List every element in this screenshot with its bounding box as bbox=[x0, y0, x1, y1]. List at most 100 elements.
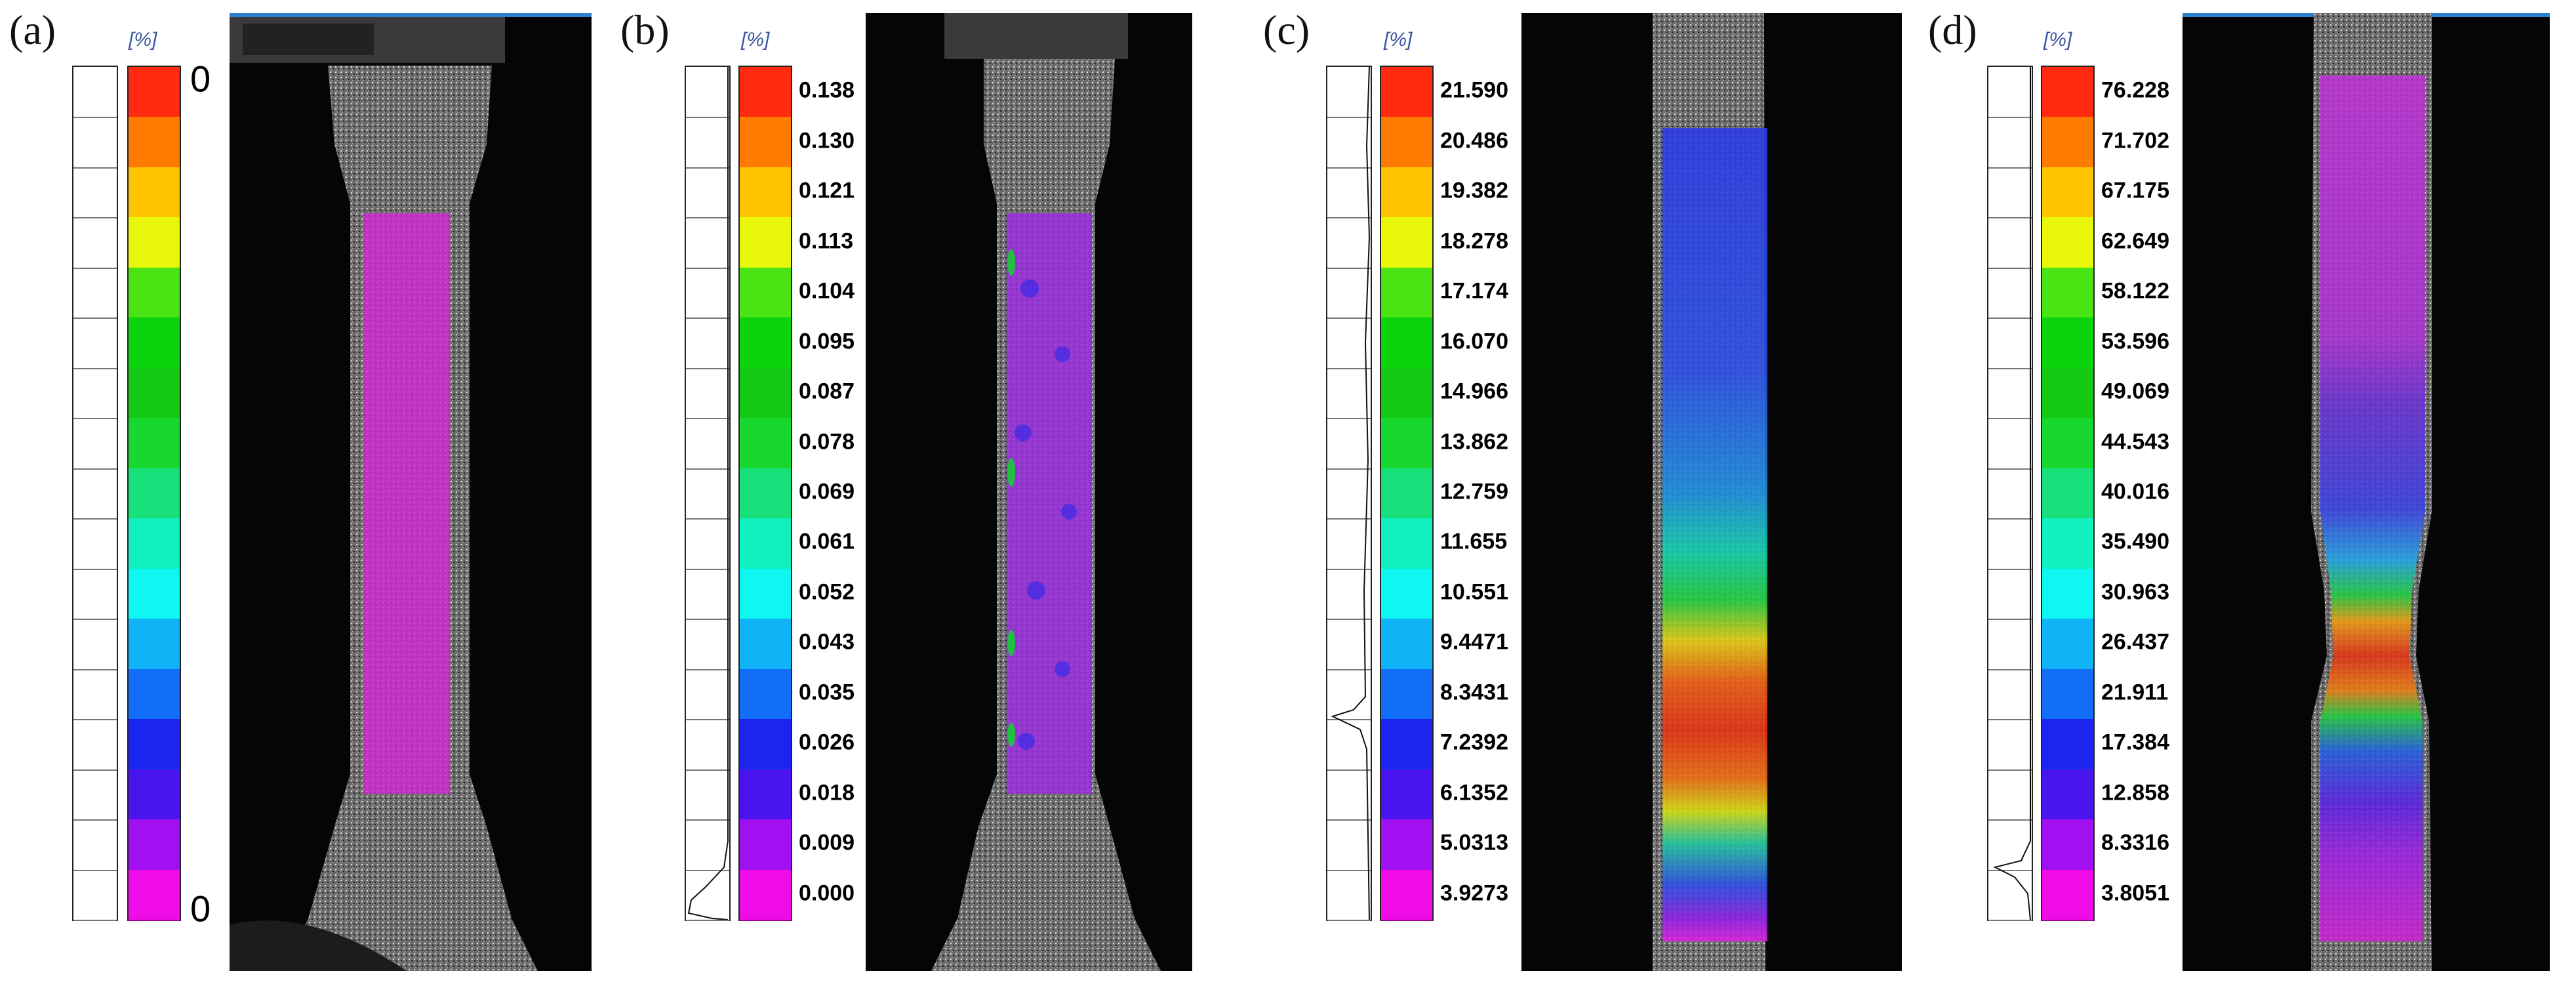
histogram-bin bbox=[73, 719, 117, 771]
color-swatch bbox=[2042, 117, 2093, 169]
scale-tick: 3.8051 bbox=[2101, 880, 2169, 906]
color-scale-bar bbox=[127, 66, 181, 921]
histogram-bin bbox=[686, 870, 729, 921]
unit-label: [%] bbox=[1384, 29, 1413, 51]
scale-tick: 0.104 bbox=[799, 278, 855, 304]
color-swatch bbox=[129, 719, 180, 771]
histogram-bin bbox=[1988, 569, 2032, 621]
scale-tick: 0.043 bbox=[799, 629, 855, 655]
histogram-bin bbox=[686, 719, 729, 771]
histogram-bin bbox=[686, 418, 729, 470]
color-swatch bbox=[2042, 518, 2093, 570]
histogram-bin bbox=[1988, 167, 2032, 219]
tick-min: 0 bbox=[190, 888, 211, 930]
color-swatch bbox=[2042, 167, 2093, 219]
scale-tick: 0.069 bbox=[799, 479, 855, 504]
histogram-bin bbox=[73, 167, 117, 219]
color-swatch bbox=[740, 468, 791, 520]
color-swatch bbox=[740, 418, 791, 470]
scale-tick: 44.543 bbox=[2101, 429, 2169, 455]
color-swatch bbox=[740, 267, 791, 319]
scale-tick: 67.175 bbox=[2101, 178, 2169, 203]
histogram-bin bbox=[686, 769, 729, 821]
color-swatch bbox=[1381, 568, 1432, 621]
color-swatch bbox=[740, 568, 791, 621]
color-swatch bbox=[1381, 367, 1432, 420]
accent-line bbox=[230, 13, 592, 17]
scale-tick: 30.963 bbox=[2101, 579, 2169, 605]
color-swatch bbox=[2042, 819, 2093, 871]
histogram-bin bbox=[73, 870, 117, 921]
histogram-bin bbox=[73, 819, 117, 871]
histogram-bin bbox=[1327, 769, 1371, 821]
scale-tick: 58.122 bbox=[2101, 278, 2169, 304]
scale-tick: 16.070 bbox=[1440, 329, 1508, 354]
histogram-bin bbox=[73, 619, 117, 670]
histogram-bin bbox=[686, 268, 729, 319]
color-swatch bbox=[1381, 869, 1432, 921]
histogram-bin bbox=[73, 318, 117, 369]
color-swatch bbox=[1381, 769, 1432, 821]
histogram-bin bbox=[1988, 769, 2032, 821]
color-swatch bbox=[129, 67, 180, 119]
histogram-bin bbox=[73, 67, 117, 119]
histogram-bin bbox=[1327, 67, 1371, 119]
specimen-drawing bbox=[1653, 13, 1767, 971]
color-scale-bar bbox=[2041, 66, 2095, 921]
scale-tick: 0.113 bbox=[799, 228, 854, 254]
histogram-bin bbox=[1327, 518, 1371, 570]
histogram-bin bbox=[1988, 669, 2032, 721]
histogram-bin bbox=[1327, 117, 1371, 169]
color-swatch bbox=[2042, 318, 2093, 369]
scale-tick: 40.016 bbox=[2101, 479, 2169, 504]
histogram-bin bbox=[1327, 167, 1371, 219]
scale-tick: 3.9273 bbox=[1440, 880, 1508, 906]
scale-tick: 18.278 bbox=[1440, 228, 1508, 254]
scale-tick: 14.966 bbox=[1440, 379, 1508, 404]
unit-label: [%] bbox=[741, 29, 770, 51]
color-swatch bbox=[129, 167, 180, 219]
color-swatch bbox=[129, 367, 180, 420]
histogram-bin bbox=[1327, 217, 1371, 269]
histogram-bin bbox=[73, 518, 117, 570]
color-swatch bbox=[1381, 318, 1432, 369]
color-swatch bbox=[1381, 468, 1432, 520]
color-swatch bbox=[129, 418, 180, 470]
scale-tick: 0.095 bbox=[799, 329, 855, 354]
color-swatch bbox=[1381, 668, 1432, 721]
color-swatch bbox=[129, 568, 180, 621]
color-swatch bbox=[740, 869, 791, 921]
color-swatch bbox=[1381, 819, 1432, 871]
histogram-bin bbox=[1988, 217, 2032, 269]
histogram-bin bbox=[1327, 318, 1371, 369]
histogram-bin bbox=[686, 318, 729, 369]
color-swatch bbox=[2042, 267, 2093, 319]
panel-label: (b) bbox=[620, 7, 670, 53]
histogram-box bbox=[1987, 66, 2033, 921]
color-swatch bbox=[129, 468, 180, 520]
color-swatch bbox=[129, 668, 180, 721]
panel-a: (a) [%] 0 0 bbox=[0, 0, 616, 984]
color-swatch bbox=[2042, 619, 2093, 670]
scale-tick: 0.061 bbox=[799, 529, 855, 554]
scale-tick: 0.018 bbox=[799, 780, 855, 806]
panel-d: (d) [%] 76.228 71.702 67.175 62.649 58.122 53… bbox=[1928, 0, 2576, 984]
scale-tick: 21.590 bbox=[1440, 77, 1508, 103]
scale-tick: 17.384 bbox=[2101, 729, 2169, 755]
specimen-image bbox=[866, 13, 1192, 971]
color-swatch bbox=[740, 518, 791, 570]
histogram-bin bbox=[686, 569, 729, 621]
color-swatch bbox=[1381, 418, 1432, 470]
unit-label: [%] bbox=[2043, 29, 2072, 51]
color-swatch bbox=[1381, 217, 1432, 269]
scale-tick: 0.009 bbox=[799, 830, 855, 855]
color-swatch bbox=[2042, 568, 2093, 621]
specimen-image bbox=[2183, 13, 2550, 971]
color-swatch bbox=[2042, 468, 2093, 520]
histogram-bin bbox=[1327, 619, 1371, 670]
histogram-bin bbox=[1327, 418, 1371, 470]
color-swatch bbox=[1381, 267, 1432, 319]
histogram-bin bbox=[1988, 719, 2032, 771]
specimen-image bbox=[1521, 13, 1902, 971]
scale-tick: 20.486 bbox=[1440, 128, 1508, 154]
